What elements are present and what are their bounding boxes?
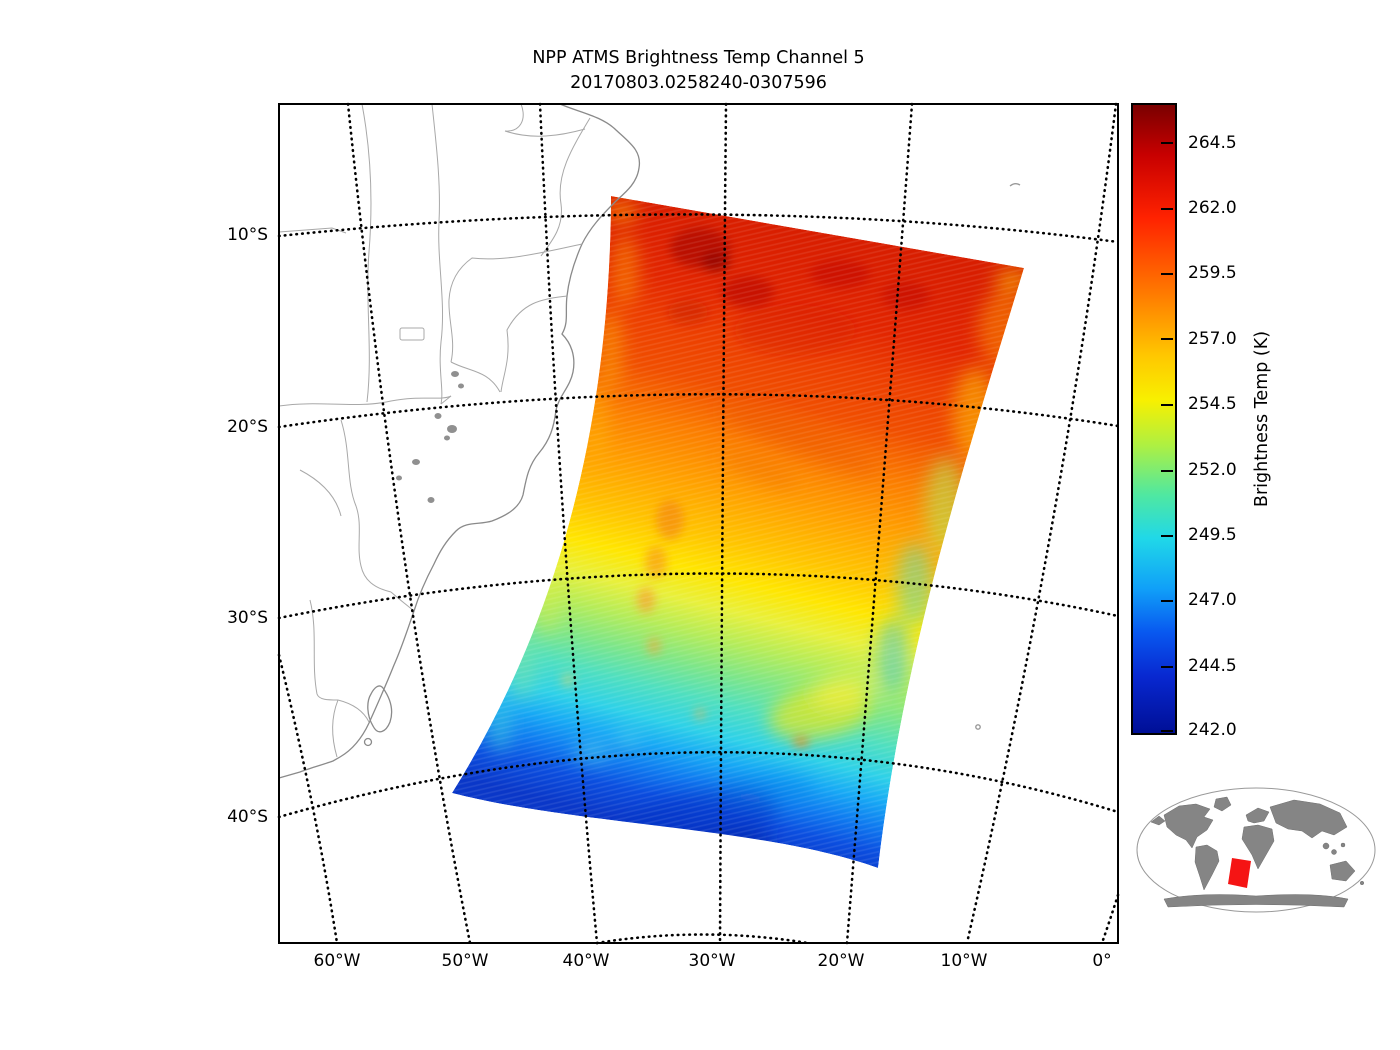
inset-world-map: [1136, 787, 1376, 913]
colorbar-tick: [1161, 404, 1173, 406]
lon-tick-label-40w: 40°W: [562, 951, 610, 971]
colorbar-tick-label: 254.5: [1188, 394, 1237, 414]
colorbar-tick: [1161, 338, 1173, 340]
graticule-meridian-40w: [538, 102, 599, 945]
lat-tick-label-20s: 20°S: [227, 417, 268, 437]
lon-tick-label-60w: 60°W: [313, 951, 361, 971]
island-dot: [975, 724, 981, 730]
coastline: [278, 103, 641, 779]
colorbar-title: Brightness Temp (K): [1252, 330, 1272, 508]
colorbar-gradient: [1131, 103, 1177, 735]
colorbar-tick: [1161, 142, 1173, 144]
colorbar-tick-label: 252.0: [1188, 460, 1237, 480]
graticule-meridian-30w: [718, 102, 728, 945]
colorbar-tick: [1161, 273, 1173, 275]
colorbar-tick: [1161, 666, 1173, 668]
lon-tick-label-50w: 50°W: [441, 951, 489, 971]
graticule-meridian-20w: [845, 102, 914, 945]
graticule-meridian-10w: [965, 102, 1118, 945]
axes-frame: [278, 103, 1119, 944]
colorbar-tick-label: 264.5: [1188, 133, 1237, 153]
island-squiggle: [1009, 183, 1021, 187]
colorbar-tick-label: 249.5: [1188, 525, 1237, 545]
graticule-meridian-0: [1100, 893, 1120, 945]
graticule-meridian-60w: [277, 653, 339, 945]
figure-title-line2: 20170803.0258240-0307596: [570, 73, 827, 93]
interior-borders: [278, 103, 591, 758]
colorbar-tick-label: 242.0: [1188, 720, 1237, 740]
colorbar-tick: [1161, 470, 1173, 472]
graticule-parallel-40s: [277, 750, 1120, 819]
colorbar-tick-label: 259.5: [1188, 263, 1237, 283]
small-islands: [975, 183, 1021, 730]
lagoon-outline: [367, 685, 393, 733]
inset-continents: [1150, 796, 1365, 908]
lon-tick-label-20w: 20°W: [817, 951, 865, 971]
lat-tick-label-10s: 10°S: [227, 225, 268, 245]
colorbar-tick: [1161, 600, 1173, 602]
figure-title-line1: NPP ATMS Brightness Temp Channel 5: [532, 48, 865, 68]
colorbar-tick: [1161, 208, 1173, 210]
satellite-swath: [452, 196, 1024, 868]
colorbar-tick: [1161, 535, 1173, 537]
colorbar-tick-label: 257.0: [1188, 329, 1237, 349]
lon-tick-label-30w: 30°W: [688, 951, 736, 971]
urban-area-blobs: [396, 371, 464, 503]
lon-tick-label-10w: 10°W: [940, 951, 988, 971]
colorbar-tick: [1161, 730, 1173, 732]
lon-tick-label-0: 0°: [1092, 951, 1112, 971]
colorbar-tick-label: 244.5: [1188, 656, 1237, 676]
lat-tick-label-30s: 30°S: [227, 608, 268, 628]
colorbar-tick-label: 262.0: [1188, 198, 1237, 218]
lagoon-small: [363, 737, 373, 747]
colorbar-tick-label: 247.0: [1188, 590, 1237, 610]
graticule-parallel-10s: [277, 213, 1120, 244]
graticule: [277, 102, 1120, 945]
lat-tick-label-40s: 40°S: [227, 807, 268, 827]
coastline-south-america: [278, 103, 641, 779]
graticule-parallel-30s: [277, 572, 1120, 620]
graticule-parallel-50s: [595, 933, 810, 945]
graticule-parallel-20s: [277, 392, 1120, 429]
swath-scanline-texture: [452, 196, 1024, 868]
swath-footprint-rect: [1228, 858, 1251, 888]
graticule-meridian-50w: [346, 102, 472, 945]
